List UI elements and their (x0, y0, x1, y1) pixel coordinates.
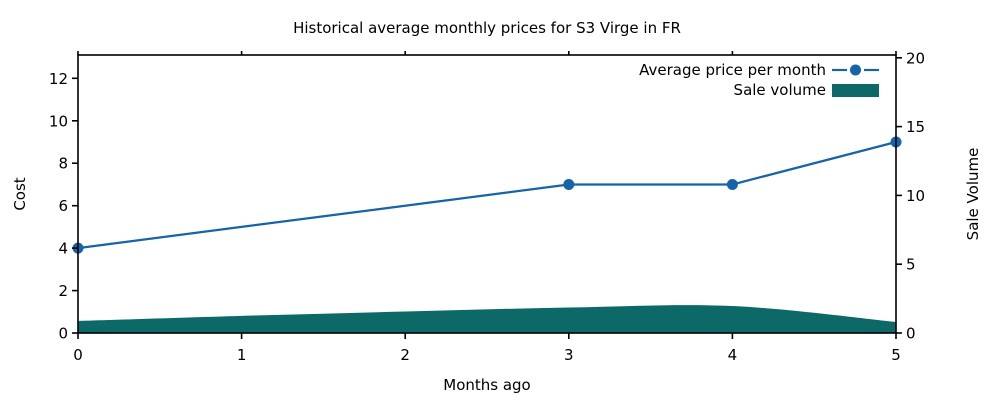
y-left-tick-label: 10 (49, 112, 68, 130)
y-left-tick-label: 6 (58, 197, 68, 215)
price-marker (726, 179, 738, 190)
x-tick-label: 1 (237, 346, 247, 364)
y-left-tick-label: 8 (58, 155, 68, 173)
y-right-tick-label: 20 (906, 49, 925, 67)
x-tick-label: 0 (73, 346, 83, 364)
plot-frame (77, 54, 897, 334)
x-tick-label: 3 (564, 346, 574, 364)
volume-area (78, 305, 896, 333)
y-right-tick-label: 10 (906, 187, 925, 205)
y-axis-label-left: Cost (11, 177, 29, 210)
y-axis-label-right: Sale Volume (964, 148, 982, 241)
chart-title: Historical average monthly prices for S3… (293, 19, 681, 37)
x-tick-label: 5 (891, 346, 901, 364)
legend-label-price: Average price per month (639, 61, 826, 79)
legend-label-volume: Sale volume (734, 81, 826, 99)
y-right-tick-label: 5 (906, 256, 916, 274)
legend: Average price per month Sale volume (639, 61, 879, 99)
legend-volume-swatch-icon (832, 84, 879, 97)
y-right-tick-label: 0 (906, 325, 916, 343)
y-left-tick-label: 4 (58, 240, 68, 258)
x-axis-label: Months ago (443, 376, 531, 394)
price-marker (563, 179, 575, 190)
price-line (77, 140, 897, 250)
y-right-tick-label: 15 (906, 118, 925, 136)
y-left-tick-label: 0 (58, 325, 68, 343)
y-left-tick-label: 12 (49, 70, 68, 88)
x-tick-label: 4 (728, 346, 738, 364)
x-tick-label: 2 (400, 346, 410, 364)
legend-price-marker-icon (850, 64, 861, 76)
y-left-tick-label: 2 (58, 282, 68, 300)
